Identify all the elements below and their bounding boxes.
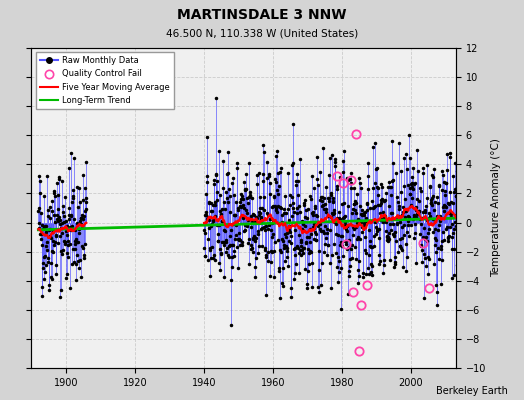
Text: 46.500 N, 110.338 W (United States): 46.500 N, 110.338 W (United States) [166,28,358,38]
Text: Berkeley Earth: Berkeley Earth [436,386,508,396]
Y-axis label: Temperature Anomaly (°C): Temperature Anomaly (°C) [492,138,501,278]
Text: MARTINSDALE 3 NNW: MARTINSDALE 3 NNW [177,8,347,22]
Legend: Raw Monthly Data, Quality Control Fail, Five Year Moving Average, Long-Term Tren: Raw Monthly Data, Quality Control Fail, … [36,52,174,109]
